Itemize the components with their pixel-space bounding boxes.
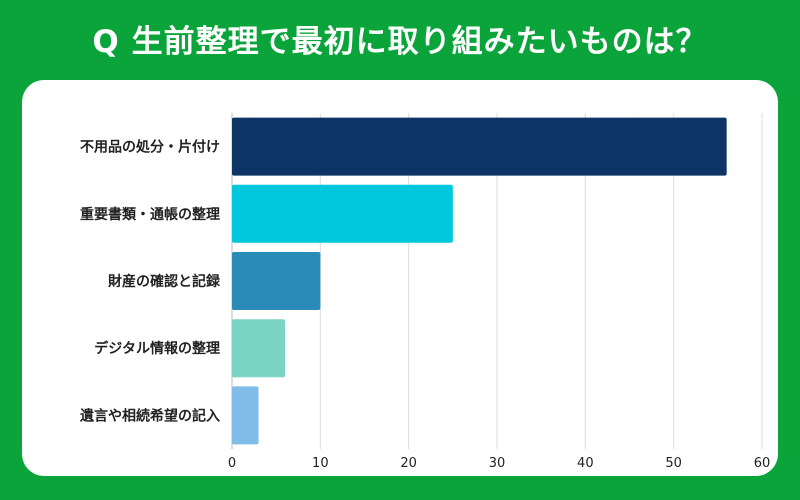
x-axis-ticks: 0 10 20 30 40 50 60: [228, 456, 770, 471]
x-tick-label: 10: [312, 456, 329, 471]
bar: [232, 252, 321, 310]
category-labels: 不用品の処分・片付け重要書類・通帳の整理財産の確認と記録デジタル情報の整理遺言や…: [80, 139, 221, 425]
x-tick-label: 20: [400, 456, 417, 471]
category-label: 不用品の処分・片付け: [80, 139, 220, 156]
category-label: 重要書類・通帳の整理: [80, 206, 220, 223]
bars: [232, 117, 727, 445]
x-tick-label: 50: [665, 456, 682, 471]
bar: [232, 319, 285, 378]
page-title: Q 生前整理で最初に取り組みたいものは？: [92, 24, 708, 60]
x-tick-label: 0: [228, 456, 236, 471]
bar: [232, 184, 453, 243]
category-label: 遺言や相続希望の記入: [80, 407, 220, 424]
bar: [232, 386, 259, 445]
x-tick-label: 60: [754, 456, 771, 471]
bar: [232, 117, 727, 176]
category-label: 財産の確認と記録: [107, 273, 221, 290]
x-tick-label: 40: [577, 456, 594, 471]
category-label: デジタル情報の整理: [94, 340, 220, 357]
x-tick-label: 30: [489, 456, 506, 471]
